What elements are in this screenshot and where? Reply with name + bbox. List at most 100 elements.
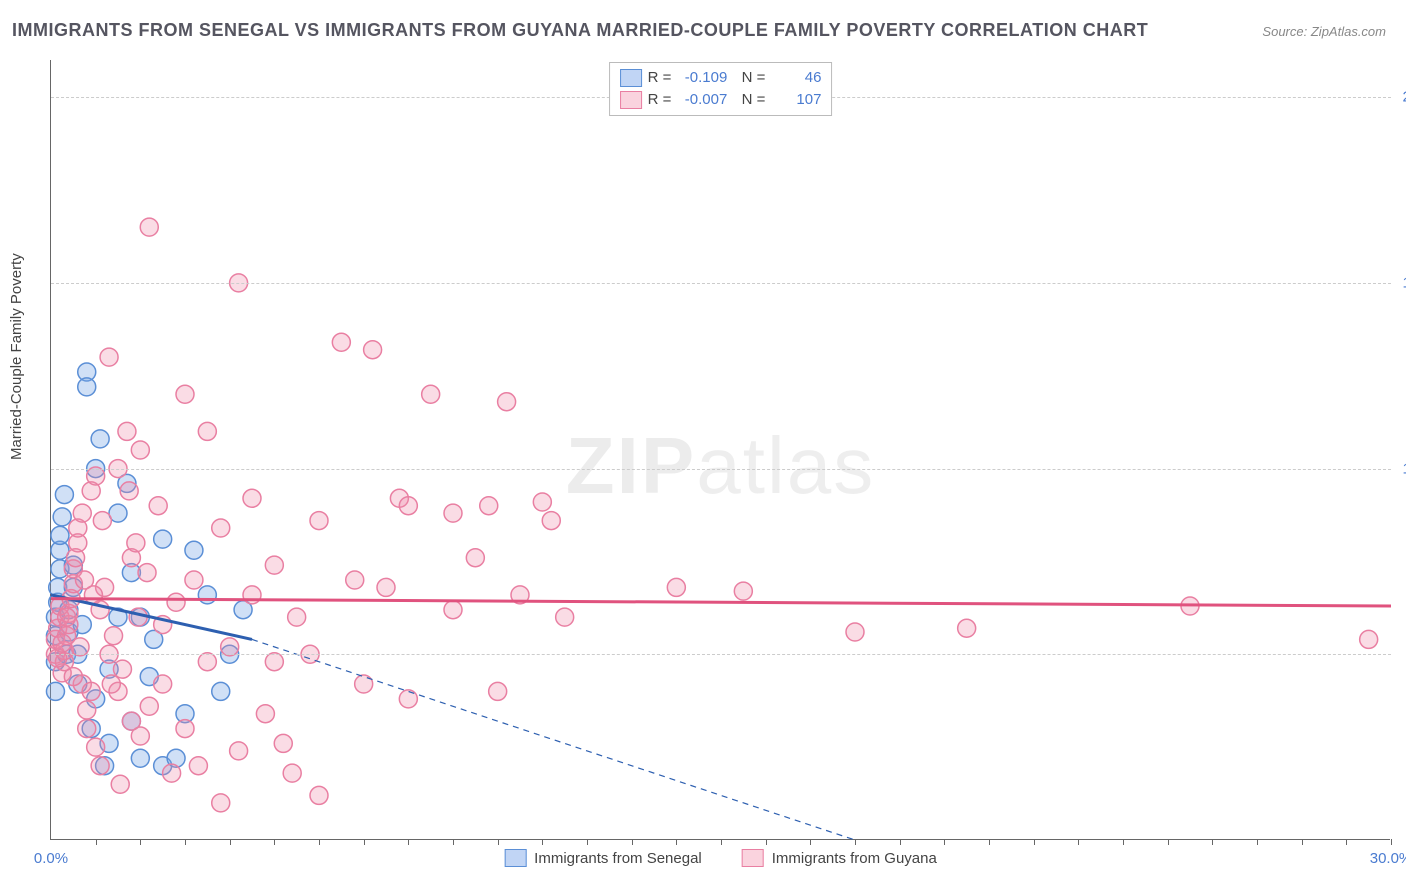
x-tick — [1034, 839, 1035, 845]
x-tick — [364, 839, 365, 845]
data-point-senegal — [154, 530, 172, 548]
data-point-guyana — [466, 549, 484, 567]
data-point-guyana — [138, 564, 156, 582]
data-point-guyana — [444, 601, 462, 619]
data-point-guyana — [127, 534, 145, 552]
data-point-guyana — [129, 608, 147, 626]
swatch-pink-icon — [742, 849, 764, 867]
x-tick — [676, 839, 677, 845]
legend-row-senegal: R = -0.109 N = 46 — [620, 67, 822, 89]
data-point-guyana — [243, 489, 261, 507]
data-point-guyana — [283, 764, 301, 782]
data-point-guyana — [176, 385, 194, 403]
swatch-blue-icon — [620, 69, 642, 87]
data-point-guyana — [111, 775, 129, 793]
y-tick-label: 10.0% — [1395, 460, 1406, 477]
x-tick — [587, 839, 588, 845]
data-point-guyana — [444, 504, 462, 522]
legend-r-value: -0.007 — [677, 89, 727, 111]
data-point-senegal — [46, 682, 64, 700]
data-point-guyana — [230, 742, 248, 760]
y-tick-label: 15.0% — [1395, 274, 1406, 291]
data-point-guyana — [198, 653, 216, 671]
data-point-guyana — [332, 333, 350, 351]
data-point-guyana — [185, 571, 203, 589]
data-point-guyana — [105, 627, 123, 645]
x-tick — [810, 839, 811, 845]
data-point-guyana — [71, 638, 89, 656]
source-attribution: Source: ZipAtlas.com — [1262, 24, 1386, 39]
data-point-guyana — [399, 690, 417, 708]
data-point-guyana — [102, 675, 120, 693]
data-point-guyana — [846, 623, 864, 641]
data-point-guyana — [346, 571, 364, 589]
data-point-guyana — [87, 467, 105, 485]
data-point-guyana — [154, 675, 172, 693]
x-tick — [408, 839, 409, 845]
x-tick — [230, 839, 231, 845]
data-point-guyana — [120, 482, 138, 500]
x-tick — [989, 839, 990, 845]
legend-item-label: Immigrants from Guyana — [772, 850, 937, 867]
plot-area: ZIPatlas R = -0.109 N = 46 R = -0.007 N … — [50, 60, 1390, 840]
chart-title: IMMIGRANTS FROM SENEGAL VS IMMIGRANTS FR… — [12, 20, 1148, 41]
source-link[interactable]: ZipAtlas.com — [1311, 24, 1386, 39]
data-point-senegal — [185, 541, 203, 559]
data-point-guyana — [498, 393, 516, 411]
data-point-guyana — [140, 697, 158, 715]
data-point-guyana — [131, 441, 149, 459]
legend-r-value: -0.109 — [677, 67, 727, 89]
y-tick-label: 5.0% — [1395, 646, 1406, 663]
data-point-senegal — [198, 586, 216, 604]
data-point-guyana — [274, 734, 292, 752]
x-tick — [1257, 839, 1258, 845]
legend-n-label: N = — [733, 89, 765, 111]
x-tick-label: 0.0% — [34, 850, 68, 867]
data-point-guyana — [189, 757, 207, 775]
x-tick — [185, 839, 186, 845]
gridline — [51, 283, 1391, 284]
swatch-blue-icon — [504, 849, 526, 867]
data-point-guyana — [87, 738, 105, 756]
data-point-guyana — [542, 512, 560, 530]
x-tick — [319, 839, 320, 845]
data-point-senegal — [78, 378, 96, 396]
x-tick — [900, 839, 901, 845]
x-tick — [542, 839, 543, 845]
y-axis-label: Married-Couple Family Poverty — [8, 253, 25, 460]
data-point-guyana — [355, 675, 373, 693]
swatch-pink-icon — [620, 91, 642, 109]
data-point-guyana — [1360, 630, 1378, 648]
data-point-guyana — [58, 608, 76, 626]
data-point-guyana — [100, 348, 118, 366]
data-point-senegal — [53, 508, 71, 526]
data-point-senegal — [131, 749, 149, 767]
data-point-guyana — [364, 341, 382, 359]
x-tick — [1212, 839, 1213, 845]
data-point-guyana — [310, 512, 328, 530]
data-point-guyana — [149, 497, 167, 515]
x-tick — [274, 839, 275, 845]
x-tick — [944, 839, 945, 845]
data-point-guyana — [163, 764, 181, 782]
gridline — [51, 469, 1391, 470]
correlation-legend: R = -0.109 N = 46 R = -0.007 N = 107 — [609, 62, 833, 116]
legend-n-value: 46 — [771, 67, 821, 89]
data-point-guyana — [78, 701, 96, 719]
x-tick — [1168, 839, 1169, 845]
data-point-guyana — [176, 720, 194, 738]
x-tick — [1391, 839, 1392, 845]
x-tick — [855, 839, 856, 845]
series-legend: Immigrants from Senegal Immigrants from … — [504, 849, 937, 867]
data-point-senegal — [51, 526, 69, 544]
data-point-senegal — [91, 430, 109, 448]
gridline — [51, 654, 1391, 655]
data-point-guyana — [73, 504, 91, 522]
data-point-guyana — [91, 757, 109, 775]
legend-row-guyana: R = -0.007 N = 107 — [620, 89, 822, 111]
data-point-guyana — [167, 593, 185, 611]
data-point-guyana — [489, 682, 507, 700]
x-tick — [766, 839, 767, 845]
data-point-guyana — [265, 653, 283, 671]
x-tick — [1123, 839, 1124, 845]
